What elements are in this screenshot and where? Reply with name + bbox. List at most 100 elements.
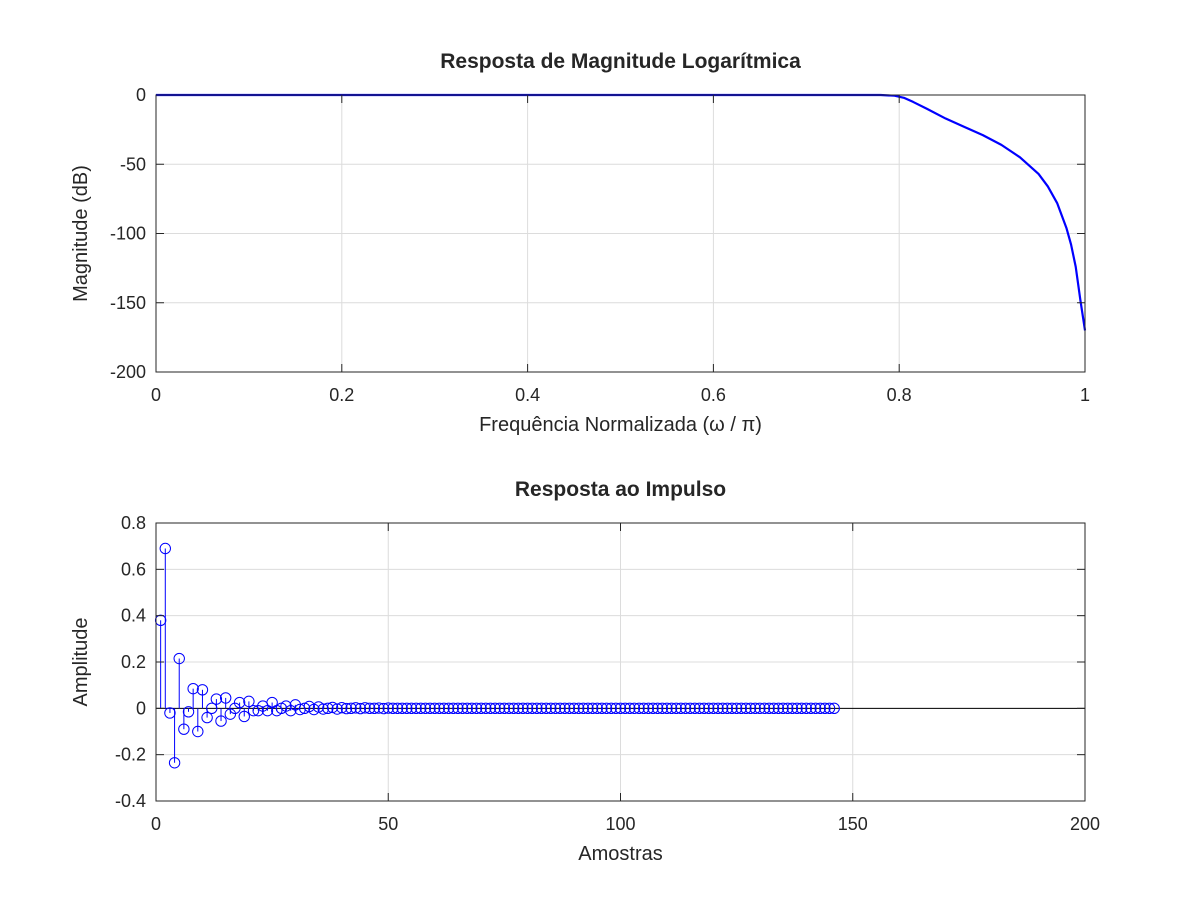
impulse-stem-marker: [173, 652, 185, 665]
impulse-stem-marker: [698, 702, 710, 715]
impulse-stem-marker: [387, 702, 399, 715]
impulse-stem-marker: [498, 702, 511, 715]
magnitude-xtick-label: 0.4: [515, 385, 540, 405]
impulse-stem-marker: [521, 702, 534, 715]
impulse-stem-marker: [809, 702, 822, 715]
impulse-stem-marker: [298, 702, 311, 715]
impulse-ytick-label: 0.6: [121, 559, 146, 579]
impulse-stem-marker: [545, 702, 557, 715]
impulse-stem-marker: [359, 702, 371, 714]
impulse-ytick-label: 0.4: [121, 606, 146, 626]
impulse-xtick-label: 100: [605, 814, 635, 834]
impulse-stem-marker: [368, 702, 381, 715]
impulse-stem-marker: [461, 702, 473, 715]
magnitude-title: Resposta de Magnitude Logarítmica: [440, 50, 801, 73]
impulse-stem-marker: [154, 614, 167, 626]
impulse-stem-marker: [233, 696, 246, 709]
impulse-stem-marker: [642, 702, 655, 715]
magnitude-xtick-label: 1: [1080, 385, 1090, 405]
magnitude-xtick-label: 0.8: [887, 385, 912, 405]
impulse-stem-marker: [721, 702, 734, 715]
magnitude-plot: 0 0.2 0.4 0.6 0.8 1 -200 -150 -100 -50 0 Resposta …: [70, 50, 1090, 436]
impulse-stem-marker: [749, 702, 761, 715]
impulse-stem-marker: [777, 702, 789, 715]
impulse-stem-marker: [782, 702, 794, 715]
impulse-stem-marker: [373, 702, 385, 714]
magnitude-xlabel: Frequência Normalizada (ω / π): [479, 414, 762, 436]
impulse-stem-marker: [410, 702, 422, 715]
impulse-stem-marker: [178, 723, 190, 735]
impulse-ytick-label: -0.2: [115, 745, 146, 765]
impulse-stem-marker: [363, 702, 376, 715]
magnitude-ytick-label: -50: [120, 154, 146, 174]
impulse-stem-marker: [252, 704, 264, 717]
impulse-stem-marker: [805, 702, 817, 715]
impulse-stem-marker: [651, 702, 664, 715]
impulse-stem-marker: [758, 702, 771, 715]
impulse-stem-marker: [823, 702, 836, 715]
impulse-stem-marker: [763, 702, 775, 715]
impulse-stem-marker: [735, 702, 747, 715]
impulse-stem-marker: [215, 715, 227, 727]
magnitude-ytick-label: -200: [110, 362, 146, 382]
impulse-stem-marker: [326, 701, 339, 714]
impulse-stem-marker: [605, 702, 617, 715]
impulse-stem-marker: [665, 702, 678, 715]
impulse-xlabel: Amostras: [578, 843, 662, 865]
impulse-stem-marker: [819, 702, 831, 715]
impulse-stem-marker: [196, 684, 209, 696]
impulse-stem-marker: [219, 692, 232, 704]
impulse-stem-marker: [814, 702, 826, 715]
impulse-stem-marker: [730, 702, 743, 715]
impulse-stem-marker: [280, 700, 292, 712]
impulse-stem-marker: [661, 702, 673, 715]
impulse-stem-marker: [684, 702, 696, 715]
impulse-stem-marker: [424, 702, 436, 715]
impulse-stem-marker: [693, 702, 706, 715]
impulse-stem-marker: [549, 702, 562, 715]
impulse-stem-marker: [336, 701, 348, 714]
magnitude-xtick-label: 0.6: [701, 385, 726, 405]
impulse-stem-marker: [828, 702, 840, 715]
impulse-xtick-label: 150: [838, 814, 868, 834]
impulse-stem-marker: [377, 702, 390, 715]
impulse-stem-marker: [159, 542, 171, 555]
impulse-stem-marker: [401, 702, 413, 715]
impulse-title: Resposta ao Impulso: [515, 478, 726, 501]
impulse-stem-marker: [679, 702, 692, 715]
impulse-stem-marker: [526, 702, 538, 715]
impulse-stem-marker: [456, 702, 469, 715]
impulse-stem-marker: [563, 702, 576, 715]
impulse-plot: 0 50 100 150 200 -0.4 -0.2 0 0.2 0.4 0.6 0.8 Respos…: [70, 478, 1100, 865]
impulse-stem-marker: [535, 702, 548, 715]
magnitude-ytick-label: -150: [110, 293, 146, 313]
impulse-stem-marker: [791, 702, 803, 715]
impulse-stem-marker: [512, 702, 525, 715]
impulse-stem-marker: [600, 702, 613, 715]
impulse-stem-marker: [405, 702, 418, 715]
impulse-xtick-label: 50: [378, 814, 398, 834]
impulse-stem-marker: [322, 702, 334, 715]
impulse-stem-marker: [447, 702, 459, 715]
impulse-stem-marker: [192, 725, 204, 738]
impulse-stem-marker: [164, 707, 176, 719]
magnitude-ticks: 0 0.2 0.4 0.6 0.8 1 -200 -150 -100 -50 0: [110, 85, 1090, 405]
impulse-xtick-label: 200: [1070, 814, 1100, 834]
impulse-stem-marker: [540, 702, 552, 715]
impulse-stem-marker: [475, 702, 487, 715]
impulse-stem-marker: [507, 702, 520, 715]
impulse-stem-marker: [675, 702, 687, 715]
impulse-xtick-label: 0: [151, 814, 161, 834]
impulse-stem-marker: [786, 702, 799, 715]
impulse-stem-marker: [442, 702, 455, 715]
impulse-stem-marker: [340, 702, 353, 715]
impulse-stem-marker: [638, 702, 650, 715]
impulse-stem-marker: [670, 702, 682, 715]
impulse-stem-marker: [531, 702, 543, 715]
impulse-stem-marker: [610, 702, 622, 715]
impulse-stem-marker: [238, 710, 250, 723]
impulse-stem-marker: [229, 702, 241, 715]
impulse-stem-marker: [433, 702, 446, 715]
